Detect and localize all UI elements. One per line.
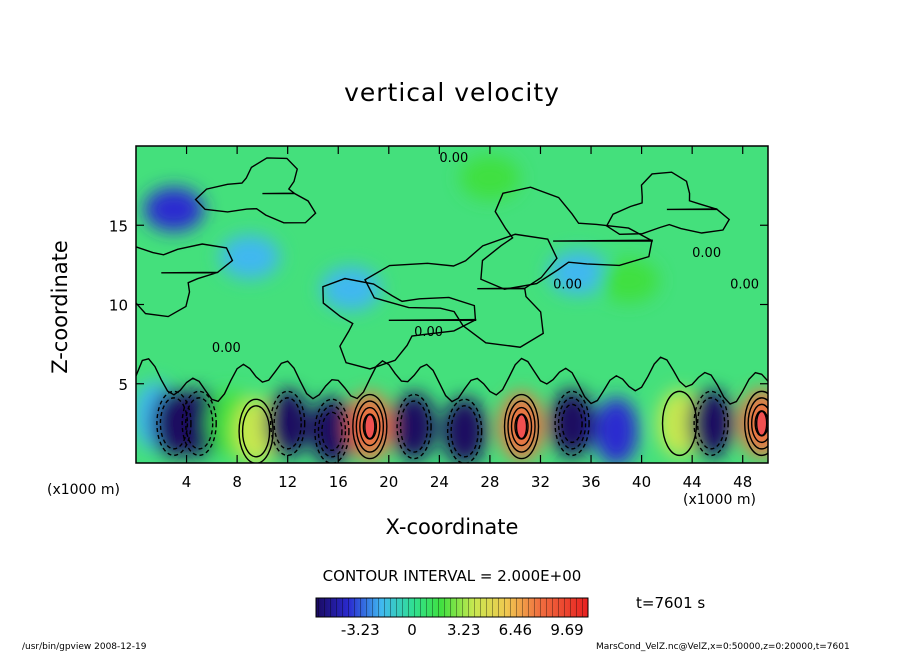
y-tick-label-1: 10	[109, 297, 128, 315]
contour-line-9-1	[450, 405, 479, 458]
x-tick-label-1: 8	[232, 473, 242, 491]
contour-line-9-0	[446, 398, 483, 463]
colorbar-label-3: 6.46	[498, 621, 533, 639]
contour-line-7-0	[352, 393, 388, 460]
colorbar-label-1: 0	[407, 621, 417, 639]
y-tick-label-2: 15	[109, 217, 128, 235]
contour-line-5-1	[273, 397, 302, 450]
colorbar-label-4: 9.69	[550, 621, 584, 639]
time-label: t=7601 s	[636, 594, 706, 612]
field-cell-11	[550, 389, 595, 458]
contour-line-14-1	[696, 397, 726, 450]
x-tick-label-2: 12	[278, 473, 297, 491]
contour-label-1: 0.00	[439, 151, 468, 166]
plot-area: 0.000.000.000.00 0.000.00 4 8 12 16 20 24 28 32 3…	[109, 145, 769, 491]
contour-line-6-0	[314, 398, 350, 463]
x-axis-label: X-coordinate	[385, 515, 519, 539]
contour-region-5	[364, 233, 558, 348]
contour-label-3: 0.00	[553, 278, 582, 293]
field-cell-9	[442, 397, 487, 463]
contour-label-5: 0.00	[414, 325, 443, 340]
contour-line-15-2	[750, 403, 768, 444]
zero-contour-line	[136, 356, 768, 405]
colorbar-frame	[315, 597, 589, 618]
x-tick-label-10: 44	[683, 473, 702, 491]
x-tick-label-3: 16	[329, 473, 348, 491]
contour-line-7-2	[359, 406, 381, 447]
contour-line-6-2	[321, 411, 343, 451]
x-unit-label-left: (x1000 m)	[47, 482, 120, 498]
contour-line-6-1	[317, 405, 347, 458]
contour-line-8-1	[399, 400, 429, 453]
contour-line-7-1	[355, 400, 385, 453]
field-cell-21	[143, 187, 204, 232]
contour-line-2-0	[181, 390, 217, 457]
contour-line-8-0	[396, 393, 432, 460]
field-cell-17	[219, 234, 280, 279]
contour-core-7	[364, 413, 376, 440]
contour-line-1-0	[156, 390, 192, 457]
x-tick-label-5: 24	[430, 473, 449, 491]
x-tick-label-8: 36	[581, 473, 600, 491]
x-unit-label-right: (x1000 m)	[683, 492, 756, 508]
contour-region-3	[605, 171, 731, 236]
contour-core-10	[515, 413, 528, 440]
contour-line-11-1	[557, 397, 587, 450]
field-cell-5	[265, 389, 310, 458]
footer-source: MarsCond_VelZ.nc@VelZ,x=0:50000,z=0:2000…	[596, 642, 850, 652]
x-tick-label-0: 4	[182, 473, 192, 491]
contour-line-1-1	[159, 397, 189, 450]
contour-line-10-2	[510, 406, 533, 447]
contour-label-0: 0.00	[212, 341, 241, 356]
colorbar-label-0: -3.23	[340, 621, 380, 639]
contour-line-4-1	[241, 405, 271, 458]
x-tick-label-9: 40	[632, 473, 651, 491]
contour-line-15-0	[743, 390, 768, 457]
chart-title: vertical velocity	[344, 78, 560, 107]
field-cell-12	[594, 397, 639, 463]
colorbar-label-2: 3.23	[446, 621, 481, 639]
contour-line-13-0	[661, 390, 698, 457]
contour-line-11-2	[561, 403, 583, 444]
colorbar	[315, 597, 589, 618]
field-cell-13	[657, 389, 702, 458]
contour-line-5-0	[269, 390, 306, 457]
y-tick-label-0: 5	[118, 376, 128, 394]
x-tick-label-7: 32	[531, 473, 550, 491]
x-tick-label-11: 48	[733, 473, 752, 491]
field-cell-16	[320, 266, 381, 311]
contour-line-14-0	[693, 390, 729, 457]
contour-line-10-1	[507, 400, 536, 453]
contour-line-10-0	[503, 393, 540, 460]
field-cell-6	[309, 397, 354, 463]
field-cell-19	[459, 155, 520, 200]
contour-line-2-1	[184, 397, 214, 450]
field-cell-20	[598, 258, 659, 303]
contour-line-11-0	[554, 390, 590, 457]
field-cell-8	[392, 392, 437, 461]
field-cell-14	[689, 389, 734, 458]
contour-label-4: 0.00	[730, 278, 759, 293]
x-tick-label-4: 20	[379, 473, 398, 491]
footer-command: /usr/bin/gpview 2008-12-19	[22, 642, 147, 652]
contour-label-2: 0.00	[692, 246, 721, 261]
contour-interval-label: CONTOUR INTERVAL = 2.000E+00	[322, 567, 582, 585]
contour-region-2	[480, 186, 654, 290]
contour-region-0	[136, 243, 234, 318]
contour-line-4-0	[238, 398, 274, 463]
field-cell-18	[548, 250, 609, 295]
contour-region-4	[194, 157, 317, 224]
contour-region-1	[322, 277, 477, 370]
x-tick-label-6: 28	[480, 473, 499, 491]
colorbar-stripes	[316, 598, 588, 617]
contour-line-15-1	[747, 397, 768, 450]
y-axis-label: Z-coordinate	[48, 240, 72, 374]
contour-core-15	[755, 410, 768, 437]
